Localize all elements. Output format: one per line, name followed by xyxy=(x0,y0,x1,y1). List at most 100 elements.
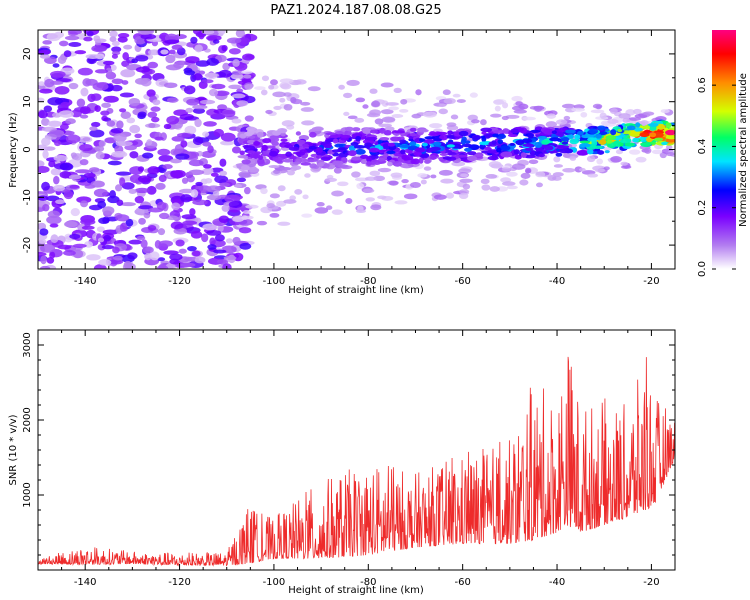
heatmap-cell xyxy=(354,117,365,123)
heatmap-cell xyxy=(281,120,295,127)
heatmap-cell xyxy=(158,174,167,183)
heatmap-cell xyxy=(75,169,91,174)
heatmap-cell xyxy=(579,140,591,144)
heatmap-cell xyxy=(279,97,286,103)
heatmap-cell xyxy=(592,103,603,109)
heatmap-cell xyxy=(385,102,399,106)
heatmap-cell xyxy=(158,212,170,220)
heatmap-cell xyxy=(644,147,652,154)
heatmap-cell xyxy=(269,212,280,218)
heatmap-cell xyxy=(46,32,61,42)
colorbar-tick-label: 0.4 xyxy=(697,138,708,154)
heatmap-cell xyxy=(382,143,390,150)
heatmap-cell xyxy=(89,126,98,131)
heatmap-cell xyxy=(106,120,116,127)
heatmap-cell xyxy=(39,265,51,269)
heatmap-cell xyxy=(64,35,80,41)
heatmap-cell xyxy=(151,116,160,123)
heatmap-cell xyxy=(234,183,243,188)
heatmap-cell xyxy=(448,152,457,156)
heatmap-cell xyxy=(63,250,76,256)
heatmap-cell xyxy=(337,164,349,169)
heatmap-cell xyxy=(345,198,353,204)
heatmap-cell xyxy=(295,151,306,156)
heatmap-cell xyxy=(599,139,607,145)
heatmap-cell xyxy=(297,139,306,145)
heatmap-cell xyxy=(55,199,65,205)
heatmap-cell xyxy=(220,132,236,142)
heatmap-cell xyxy=(202,223,218,231)
heatmap-cell xyxy=(423,166,432,171)
heatmap-cell xyxy=(193,73,203,81)
heatmap-cell xyxy=(284,144,293,149)
heatmap-cell xyxy=(604,150,610,154)
heatmap-cell xyxy=(500,151,513,158)
heatmap-cell xyxy=(393,130,406,134)
heatmap-cell xyxy=(394,200,408,205)
heatmap-cell xyxy=(371,100,380,107)
heatmap-cell xyxy=(314,207,329,214)
heatmap-cell xyxy=(665,145,673,150)
heatmap-cell xyxy=(137,30,154,35)
heatmap-cell xyxy=(378,157,386,162)
heatmap-cell xyxy=(635,122,641,128)
heatmap-cell xyxy=(348,150,357,157)
heatmap-cell xyxy=(39,88,53,94)
heatmap-cell xyxy=(492,129,505,134)
heatmap-cell xyxy=(643,125,651,130)
heatmap-cell xyxy=(362,188,375,193)
heatmap-cell xyxy=(256,131,264,138)
heatmap-cell xyxy=(246,150,256,154)
heatmap-cell xyxy=(166,97,179,103)
heatmap-cell xyxy=(379,127,386,134)
heatmap-cell xyxy=(102,206,115,215)
snr-y-ticks: 1000 2000 3000 xyxy=(22,329,675,556)
heatmap-cell xyxy=(356,209,367,214)
heatmap-cell xyxy=(285,151,292,157)
heatmap-cell xyxy=(109,190,116,199)
heatmap-cell xyxy=(648,122,659,127)
heatmap-cell xyxy=(119,222,128,232)
heatmap-cell xyxy=(622,117,631,123)
heatmap-cell xyxy=(175,153,190,160)
heatmap-cell xyxy=(212,190,220,197)
heatmap-cell xyxy=(219,182,230,187)
snr-series-line xyxy=(38,356,675,567)
heatmap-cell xyxy=(137,175,152,183)
heatmap-cell xyxy=(610,156,622,163)
heatmap-cell xyxy=(201,30,215,35)
heatmap-cell xyxy=(126,117,136,124)
heatmap-cell xyxy=(147,111,158,118)
heatmap-cell xyxy=(239,242,252,250)
heatmap-cell xyxy=(558,148,571,154)
heatmap-cell xyxy=(351,171,361,178)
heatmap-cell xyxy=(90,180,105,188)
heatmap-cell xyxy=(40,255,47,265)
colorbar-tick-label: 0.6 xyxy=(697,77,708,93)
heatmap-cell xyxy=(599,112,607,119)
heatmap-cell xyxy=(115,140,126,146)
heatmap-cell xyxy=(484,146,492,151)
heatmap-cell xyxy=(38,160,45,168)
heatmap-cell xyxy=(387,161,393,167)
heatmap-cell xyxy=(94,69,109,74)
heatmap-cell xyxy=(146,89,156,98)
heatmap-cell xyxy=(290,98,303,105)
heatmap-cell xyxy=(59,171,72,179)
x-tick-label: -120 xyxy=(168,276,191,287)
heatmap-cell xyxy=(137,166,145,172)
heatmap-cell xyxy=(235,30,246,38)
heatmap-cell xyxy=(120,202,136,207)
heatmap-cell xyxy=(214,234,225,242)
heatmap-cell xyxy=(134,133,142,139)
heatmap-cell xyxy=(446,122,457,127)
heatmap-cell xyxy=(523,154,536,159)
heatmap-cell xyxy=(283,199,297,204)
heatmap-cell xyxy=(525,169,532,174)
heatmap-cell xyxy=(280,83,292,90)
heatmap-cell xyxy=(520,172,531,179)
heatmap-cell xyxy=(219,158,227,167)
heatmap-cell xyxy=(240,164,250,171)
snr-xlabel: Height of straight line (km) xyxy=(288,585,424,596)
heatmap-cell xyxy=(256,220,268,226)
